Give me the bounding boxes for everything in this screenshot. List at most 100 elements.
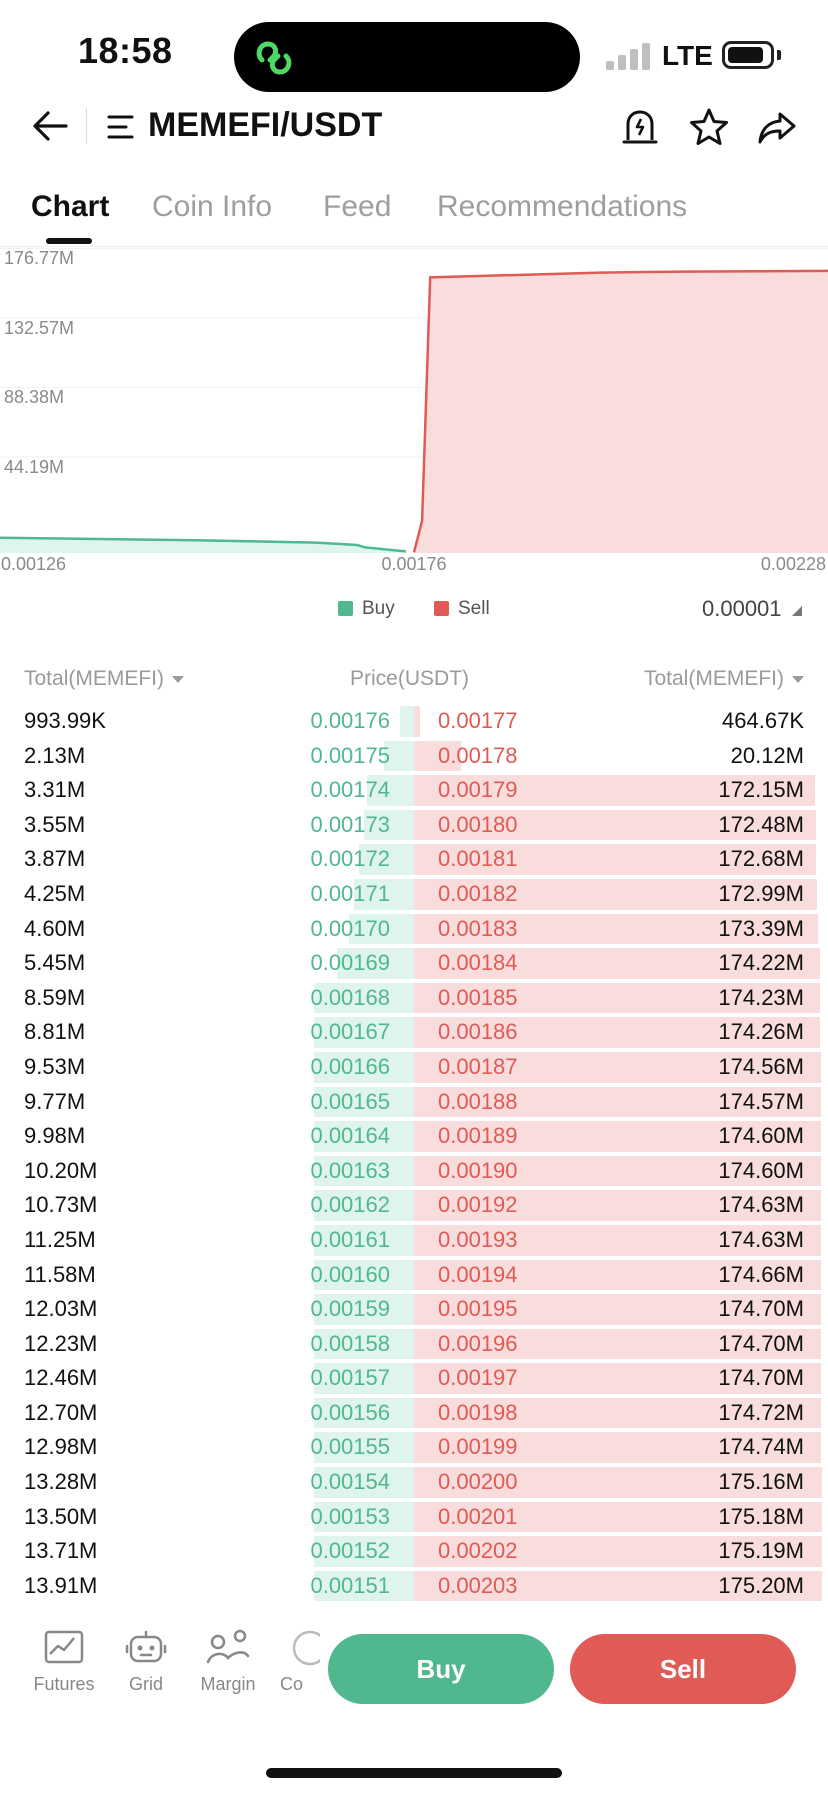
order-book-row[interactable]: 9.98M 0.00164 0.00189 174.60M <box>0 1119 828 1154</box>
order-book-row[interactable]: 8.59M 0.00168 0.00185 174.23M <box>0 981 828 1016</box>
buy-depth-bar <box>314 1190 414 1221</box>
sell-depth-bar <box>414 740 461 772</box>
legend-sell-label: Sell <box>458 598 490 619</box>
app-link-icon <box>256 41 292 75</box>
tab-chart[interactable]: Chart <box>31 190 110 223</box>
order-book-row[interactable]: 5.45M 0.00169 0.00184 174.22M <box>0 946 828 981</box>
order-book-row[interactable]: 9.53M 0.00166 0.00187 174.56M <box>0 1050 828 1085</box>
back-arrow-icon[interactable] <box>28 104 72 148</box>
sell-total-cell: 174.70M <box>718 1296 804 1322</box>
sell-price-cell: 0.00184 <box>438 950 518 976</box>
nav-margin-label: Margin <box>200 1674 256 1694</box>
order-book-row[interactable]: 13.28M 0.00154 0.00200 175.16M <box>0 1465 828 1500</box>
order-book-row[interactable]: 3.31M 0.00174 0.00179 172.15M <box>0 773 828 808</box>
buy-total-cell: 11.58M <box>24 1261 96 1287</box>
tab-coin-info[interactable]: Coin Info <box>152 190 273 223</box>
order-book-row[interactable]: 4.25M 0.00171 0.00182 172.99M <box>0 877 828 912</box>
order-book-row[interactable]: 13.91M 0.00151 0.00203 175.20M <box>0 1569 828 1604</box>
buy-price-cell: 0.00159 <box>310 1296 390 1322</box>
order-book-row[interactable]: 13.50M 0.00153 0.00201 175.18M <box>0 1500 828 1535</box>
order-book-row[interactable]: 3.55M 0.00173 0.00180 172.48M <box>0 808 828 843</box>
sell-total-header[interactable]: Total(MEMEFI) <box>644 667 804 691</box>
buy-total-header[interactable]: Total(MEMEFI) <box>24 667 185 691</box>
buy-depth-bar <box>314 1432 414 1464</box>
buy-total-cell: 12.98M <box>24 1434 98 1460</box>
depth-chart[interactable]: 176.77M 132.57M 88.38M 44.19M 0.00126 0.… <box>0 248 828 578</box>
share-icon[interactable] <box>756 106 798 148</box>
tab-recommendations[interactable]: Recommendations <box>437 190 688 223</box>
order-book-row[interactable]: 10.20M 0.00163 0.00190 174.60M <box>0 1154 828 1189</box>
sell-price-cell: 0.00200 <box>438 1469 518 1495</box>
buy-price-cell: 0.00154 <box>310 1469 390 1495</box>
order-book-row[interactable]: 3.87M 0.00172 0.00181 172.68M <box>0 842 828 877</box>
order-book-row[interactable]: 11.58M 0.00160 0.00194 174.66M <box>0 1258 828 1293</box>
status-time: 18:58 <box>78 30 173 71</box>
sell-price-cell: 0.00195 <box>438 1296 518 1322</box>
sell-price-cell: 0.00196 <box>438 1330 518 1356</box>
sell-price-cell: 0.00192 <box>438 1192 518 1218</box>
sell-depth-bar <box>414 844 817 875</box>
buy-price-cell: 0.00168 <box>310 984 390 1010</box>
order-book-row[interactable]: 12.98M 0.00155 0.00199 174.74M <box>0 1430 828 1465</box>
buy-depth-bar <box>400 706 414 737</box>
order-book-row[interactable]: 12.23M 0.00158 0.00196 174.70M <box>0 1327 828 1362</box>
buy-depth-bar <box>314 1086 414 1118</box>
buy-price-cell: 0.00172 <box>310 846 390 872</box>
order-book-row[interactable]: 12.03M 0.00159 0.00195 174.70M <box>0 1292 828 1327</box>
order-book-row[interactable]: 12.46M 0.00157 0.00197 174.70M <box>0 1361 828 1396</box>
y-tick-label: 176.77M <box>4 248 74 268</box>
sell-price-cell: 0.00202 <box>438 1538 518 1564</box>
nav-convert-label: Co <box>280 1674 304 1694</box>
buy-price-cell: 0.00156 <box>310 1399 390 1425</box>
sell-total-cell: 172.15M <box>718 777 804 803</box>
sell-depth-bar <box>414 1432 822 1464</box>
cellular-signal-icon <box>606 42 652 70</box>
sell-button[interactable]: Sell <box>570 1634 796 1704</box>
buy-depth-bar <box>359 844 414 875</box>
order-book-row[interactable]: 11.25M 0.00161 0.00193 174.63M <box>0 1223 828 1258</box>
sell-depth-bar <box>414 1467 823 1498</box>
precision-caret-icon[interactable] <box>792 606 802 616</box>
nav-futures[interactable]: Futures <box>24 1628 104 1695</box>
buy-price-cell: 0.00161 <box>310 1226 390 1252</box>
order-book-row[interactable]: 8.81M 0.00167 0.00186 174.26M <box>0 1015 828 1050</box>
sell-depth-bar <box>414 1155 821 1187</box>
favorite-star-icon[interactable] <box>688 106 730 148</box>
buy-depth-bar <box>314 1328 414 1360</box>
tab-feed[interactable]: Feed <box>323 190 392 223</box>
tabs-divider <box>0 246 828 247</box>
buy-total-cell: 10.73M <box>24 1192 98 1218</box>
nav-grid[interactable]: Grid <box>106 1628 186 1695</box>
price-alert-icon[interactable] <box>620 106 660 148</box>
menu-list-icon[interactable] <box>106 112 136 142</box>
sell-price-cell: 0.00182 <box>438 880 518 906</box>
precision-selector[interactable]: 0.00001 <box>702 596 782 621</box>
sell-depth-bar <box>414 1570 823 1602</box>
y-tick-label: 132.57M <box>4 318 74 338</box>
buy-price-cell: 0.00158 <box>310 1330 390 1356</box>
order-book-row[interactable]: 13.71M 0.00152 0.00202 175.19M <box>0 1534 828 1569</box>
buy-total-cell: 13.28M <box>24 1469 98 1495</box>
buy-price-cell: 0.00164 <box>310 1123 390 1149</box>
order-book-row[interactable]: 2.13M 0.00175 0.00178 20.12M <box>0 739 828 774</box>
home-indicator <box>266 1768 562 1778</box>
order-book-row[interactable]: 993.99K 0.00176 0.00177 464.67K <box>0 704 828 739</box>
sell-price-cell: 0.00189 <box>438 1123 518 1149</box>
sell-total-header-label: Total(MEMEFI) <box>643 667 784 690</box>
buy-price-cell: 0.00165 <box>310 1088 390 1114</box>
buy-total-cell: 12.46M <box>24 1365 98 1391</box>
buy-price-cell: 0.00169 <box>310 950 390 976</box>
buy-button[interactable]: Buy <box>328 1634 554 1704</box>
buy-depth-bar <box>354 878 414 910</box>
sell-total-cell: 174.63M <box>718 1226 804 1252</box>
order-book-row[interactable]: 10.73M 0.00162 0.00192 174.63M <box>0 1188 828 1223</box>
order-book-row[interactable]: 4.60M 0.00170 0.00183 173.39M <box>0 912 828 947</box>
order-book-row[interactable]: 9.77M 0.00165 0.00188 174.57M <box>0 1085 828 1120</box>
sell-total-cell: 20.12M <box>730 742 804 768</box>
sell-total-cell: 174.26M <box>718 1019 804 1045</box>
buy-price-cell: 0.00175 <box>310 742 390 768</box>
order-book-row[interactable]: 12.70M 0.00156 0.00198 174.72M <box>0 1396 828 1431</box>
nav-margin[interactable]: Margin <box>188 1628 268 1695</box>
pair-title[interactable]: MEMEFI/USDT <box>148 106 383 144</box>
nav-convert[interactable]: Co <box>270 1628 320 1695</box>
